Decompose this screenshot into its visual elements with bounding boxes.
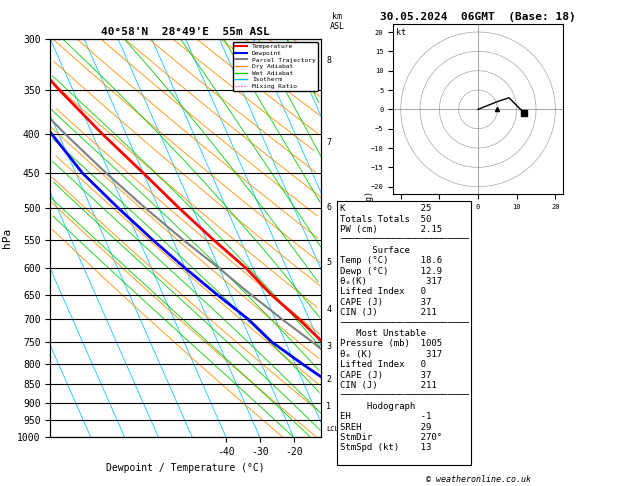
Text: kt: kt xyxy=(396,28,406,37)
Y-axis label: hPa: hPa xyxy=(1,228,11,248)
Text: K              25
Totals Totals  50
PW (cm)        2.15
────────────────────────: K 25 Totals Totals 50 PW (cm) 2.15 ─────… xyxy=(340,204,469,463)
Title: 40°58'N  28°49'E  55m ASL: 40°58'N 28°49'E 55m ASL xyxy=(101,27,270,37)
Text: 30.05.2024  06GMT  (Base: 18): 30.05.2024 06GMT (Base: 18) xyxy=(380,12,576,22)
Text: Mixing Ratio (g/kg): Mixing Ratio (g/kg) xyxy=(365,191,374,286)
Text: LCL: LCL xyxy=(326,426,339,432)
Text: 5: 5 xyxy=(326,258,331,267)
Text: 2: 2 xyxy=(326,375,331,384)
Text: 1: 1 xyxy=(326,402,331,411)
Text: 3: 3 xyxy=(326,342,331,351)
X-axis label: Dewpoint / Temperature (°C): Dewpoint / Temperature (°C) xyxy=(106,463,265,473)
Text: 4: 4 xyxy=(326,305,331,314)
Text: km
ASL: km ASL xyxy=(330,12,345,31)
Text: 7: 7 xyxy=(326,138,331,147)
Text: © weatheronline.co.uk: © weatheronline.co.uk xyxy=(426,474,530,484)
Text: 8: 8 xyxy=(326,56,331,65)
Text: 6: 6 xyxy=(326,204,331,212)
Legend: Temperature, Dewpoint, Parcel Trajectory, Dry Adiabat, Wet Adiabat, Isotherm, Mi: Temperature, Dewpoint, Parcel Trajectory… xyxy=(233,42,318,91)
